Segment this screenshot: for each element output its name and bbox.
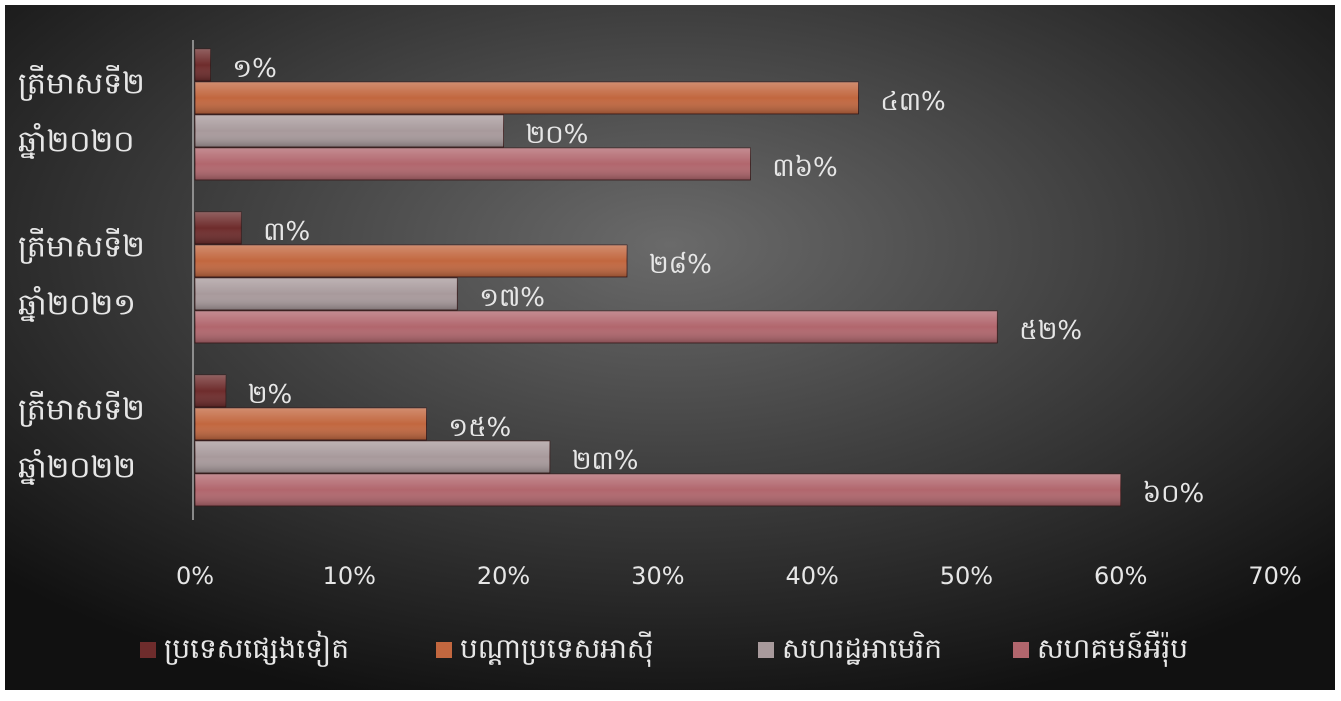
value-label: ៦០% — [1143, 479, 1205, 509]
x-tick-label: 10% — [323, 562, 376, 590]
value-label: ៤៣% — [880, 87, 945, 117]
bar-shine — [195, 375, 226, 407]
value-label: ៣% — [263, 217, 310, 247]
value-label: ៥២% — [1019, 316, 1082, 346]
y-tick-label: ត្រីមាសទី២ — [18, 65, 145, 102]
value-label: ១៧% — [479, 283, 545, 313]
x-tick-label: 40% — [785, 562, 838, 590]
bar-shine — [195, 278, 458, 310]
legend-label: បណ្តាប្រទេសអាស៊ី — [460, 631, 654, 667]
legend-marker — [758, 642, 774, 658]
value-label: ២៣% — [572, 446, 639, 476]
bar-shine — [195, 212, 242, 244]
legend-marker — [1013, 642, 1029, 658]
value-label: ១៥% — [448, 413, 511, 443]
bar-shine — [195, 311, 998, 343]
y-tick-label: ឆ្នាំ២០២២ — [18, 449, 136, 486]
y-tick-label: ឆ្នាំ២០២១ — [18, 286, 136, 323]
x-tick-label: 0% — [176, 562, 214, 590]
legend-label: ប្រទេសផ្សេងទៀត — [164, 630, 349, 667]
legend-marker — [436, 642, 452, 658]
value-label: ២០% — [526, 120, 589, 150]
bar-shine — [195, 82, 859, 114]
value-label: ១% — [232, 54, 276, 84]
bar-shine — [195, 441, 550, 473]
bar-shine — [195, 148, 751, 180]
x-tick-label: 60% — [1094, 562, 1147, 590]
bar-shine — [195, 115, 504, 147]
x-tick-label: 30% — [631, 562, 684, 590]
value-label: ៣៦% — [772, 153, 837, 183]
value-label: ២% — [248, 380, 292, 410]
legend-marker — [140, 642, 156, 658]
bar-shine — [195, 245, 627, 277]
value-label: ២៨% — [649, 250, 712, 280]
legend-label: សហគមន៍អឺរ៉ុប — [1037, 630, 1188, 667]
bar-shine — [195, 49, 211, 81]
legend-label: សហរដ្ឋអាមេរិក — [782, 631, 942, 665]
y-tick-label: ត្រីមាសទី២ — [18, 228, 145, 265]
y-tick-label: ត្រីមាសទី២ — [18, 391, 145, 428]
x-tick-label: 20% — [477, 562, 530, 590]
y-tick-label: ឆ្នាំ២០២០ — [18, 123, 134, 160]
x-tick-label: 70% — [1248, 562, 1301, 590]
x-tick-label: 50% — [940, 562, 993, 590]
bar-shine — [195, 408, 427, 440]
bar-shine — [195, 474, 1121, 506]
